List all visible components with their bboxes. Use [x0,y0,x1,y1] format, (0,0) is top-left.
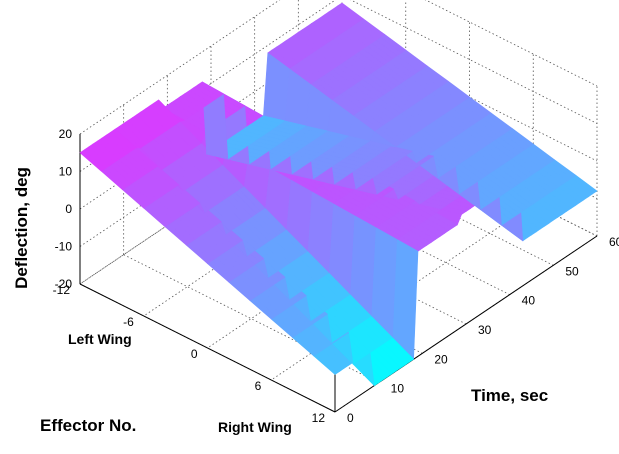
time-tick-label: 0 [347,411,354,425]
time-tick-label: 50 [565,264,579,278]
effector-tick-label: -12 [53,283,71,297]
z-tick-label: 10 [59,165,73,179]
surface-patch [79,149,107,172]
time-tick-label: 10 [391,382,405,396]
left-wing-annotation: Left Wing [68,331,132,347]
time-tick-label: 20 [434,352,448,366]
axis-edge [79,283,336,413]
effector-tick-label: -6 [123,315,134,329]
z-tick-label: -20 [55,277,73,291]
effector-tick-label: 6 [255,379,262,393]
time-axis-label: Time, sec [471,386,549,405]
deflection-surface [79,2,598,387]
gridline-z-level [79,0,598,135]
effector-axis-label: Effector No. [40,416,137,435]
effector-tick-label: 0 [191,347,198,361]
z-tick-label: -10 [55,240,73,254]
right-wing-annotation: Right Wing [218,419,292,435]
tick-labels: -20 -10 0 10 20 -12 -6 0 6 12 0 10 20 30 40 50 60 [53,127,619,425]
effector-tick-label: 12 [312,411,326,425]
time-tick-label: 40 [522,294,536,308]
gridline-floor-effector [271,203,534,381]
z-axis-label: Deflection, deg [12,167,31,289]
z-tick-label: 20 [59,127,73,141]
z-tick-label: 0 [65,202,72,216]
time-tick-label: 30 [478,323,492,337]
time-tick-label: 60 [609,235,619,249]
